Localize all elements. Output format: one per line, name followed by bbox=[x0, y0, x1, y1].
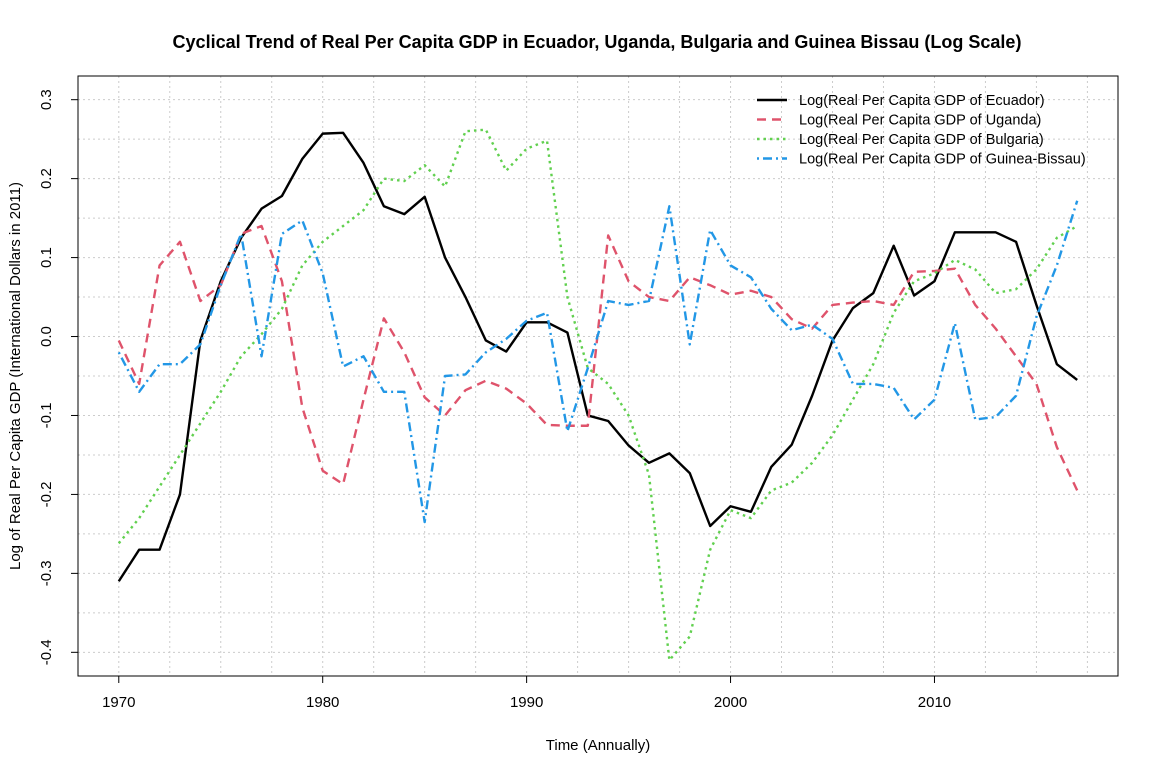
legend-label: Log(Real Per Capita GDP of Uganda) bbox=[799, 113, 1041, 129]
y-axis: -0.4 -0.3 -0.2 -0.1 0.0 0.1 0.2 0.3 bbox=[38, 89, 79, 665]
legend-label: Log(Real Per Capita GDP of Ecuador) bbox=[799, 93, 1045, 109]
y-tick-label: 0.3 bbox=[38, 89, 55, 110]
series-line-2 bbox=[117, 224, 1079, 491]
series-line-3 bbox=[117, 128, 1078, 662]
series-layer bbox=[117, 128, 1079, 662]
x-tick-label: 2010 bbox=[918, 694, 951, 711]
x-axis-label: Time (Annually) bbox=[546, 737, 650, 754]
y-tick-label: -0.1 bbox=[38, 403, 55, 429]
chart-title: Cyclical Trend of Real Per Capita GDP in… bbox=[173, 32, 1022, 52]
y-axis-label: Log of Real Per Capita GDP (Internationa… bbox=[7, 182, 24, 570]
y-tick-label: 0.1 bbox=[38, 247, 55, 268]
x-tick-label: 2000 bbox=[714, 694, 747, 711]
y-tick-label: -0.4 bbox=[38, 639, 55, 665]
x-tick-label: 1990 bbox=[510, 694, 543, 711]
y-tick-label: -0.3 bbox=[38, 560, 55, 586]
legend-label: Log(Real Per Capita GDP of Guinea-Bissau… bbox=[799, 152, 1086, 168]
series-line-4 bbox=[117, 200, 1079, 524]
y-tick-label: -0.2 bbox=[38, 481, 55, 507]
y-tick-label: 0.2 bbox=[38, 168, 55, 189]
grid bbox=[78, 76, 1118, 676]
legend: Log(Real Per Capita GDP of Ecuador) Log(R… bbox=[757, 93, 1086, 168]
x-tick-label: 1970 bbox=[102, 694, 135, 711]
series-line-1 bbox=[117, 131, 1078, 582]
x-tick-label: 1980 bbox=[306, 694, 339, 711]
x-axis: 1970 1980 1990 2000 2010 bbox=[102, 675, 951, 711]
y-tick-label: 0.0 bbox=[38, 326, 55, 347]
legend-label: Log(Real Per Capita GDP of Bulgaria) bbox=[799, 132, 1044, 148]
